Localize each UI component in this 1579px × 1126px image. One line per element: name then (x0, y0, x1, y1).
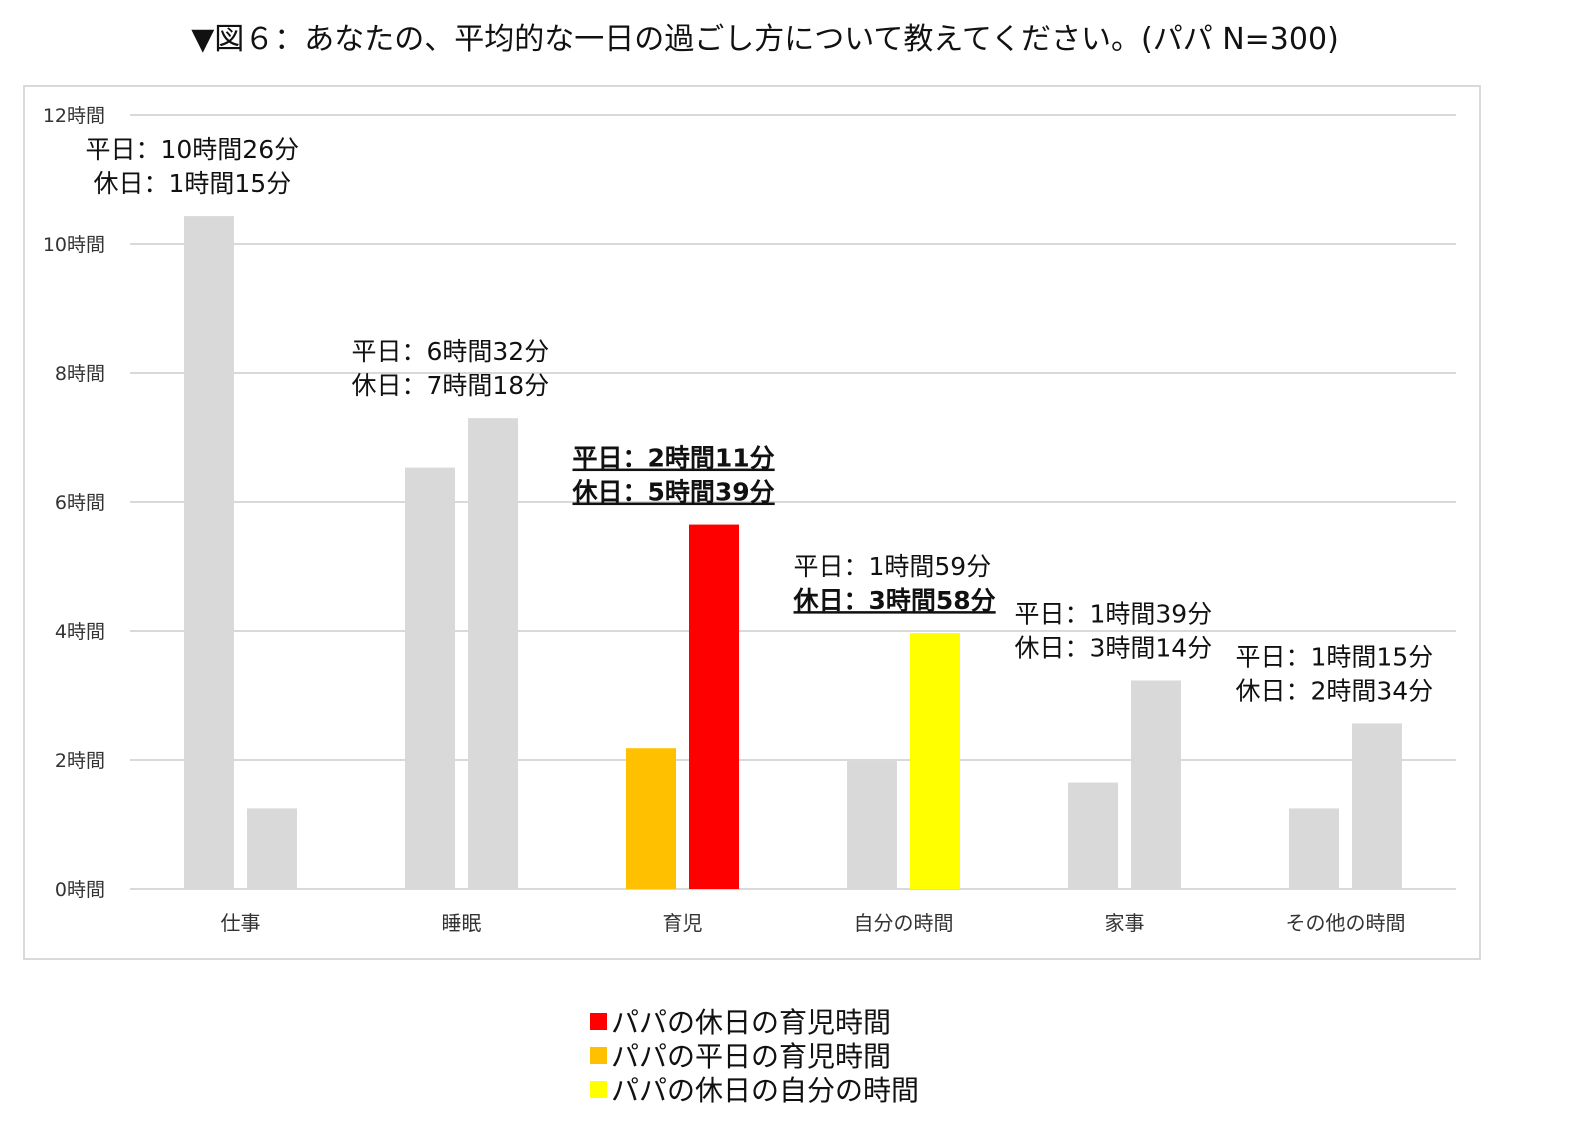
legend: パパの休日の育児時間 パパの平日の育児時間 パパの休日の自分の時間 (590, 1004, 920, 1107)
bar-weekday (184, 216, 234, 889)
bar-weekday (1289, 808, 1339, 889)
bar-weekday (405, 467, 455, 889)
y-tick-label: 4時間 (55, 621, 105, 643)
category-label: 育児 (663, 911, 703, 935)
legend-label: パパの休日の育児時間 (611, 1006, 892, 1039)
x-axis-categories: 仕事 睡眠 育児 自分の時間 家事 その他の時間 (221, 911, 1406, 935)
grid-lines (130, 114, 1456, 890)
annotation-weekday: 平日：1時間39分 (1015, 599, 1213, 628)
y-tick-label: 2時間 (55, 750, 105, 772)
legend-item: パパの休日の自分の時間 (590, 1072, 920, 1107)
y-tick-label: 12時間 (43, 105, 105, 127)
y-tick-label: 10時間 (43, 234, 105, 256)
legend-swatch (590, 1046, 607, 1064)
bar-weekday (1068, 782, 1118, 889)
bar-holiday (247, 808, 297, 889)
y-axis-ticks: 0時間 2時間 4時間 6時間 8時間 10時間 12時間 (43, 105, 105, 901)
annotation-holiday: 休日：3時間14分 (1015, 633, 1213, 662)
annotation-holiday: 休日：7時間18分 (352, 371, 550, 400)
y-tick-label: 0時間 (55, 879, 105, 901)
bar-holiday (910, 633, 960, 889)
y-tick-label: 8時間 (55, 363, 105, 385)
legend-swatch (590, 1012, 607, 1030)
bar-holiday (689, 524, 739, 889)
bar-holiday (1131, 680, 1181, 889)
annotation-holiday: 休日：3時間58分 (793, 586, 996, 615)
category-label: 自分の時間 (854, 911, 954, 935)
bars (184, 216, 1402, 889)
annotation-weekday: 平日：2時間11分 (573, 444, 775, 473)
bar-weekday (626, 748, 676, 889)
bar-holiday (1352, 723, 1402, 889)
category-label: その他の時間 (1286, 911, 1406, 935)
annotation-weekday: 平日：6時間32分 (352, 337, 550, 366)
category-label: 家事 (1105, 911, 1145, 935)
category-label: 睡眠 (442, 911, 482, 935)
annotation-holiday: 休日：2時間34分 (1236, 676, 1434, 705)
legend-swatch (590, 1080, 607, 1098)
annotation-weekday: 平日：1時間59分 (794, 552, 992, 581)
bar-holiday (468, 418, 518, 889)
legend-label: パパの休日の自分の時間 (611, 1074, 920, 1107)
bar-weekday (847, 761, 897, 889)
annotation-holiday: 休日：5時間39分 (572, 478, 775, 507)
value-annotations: 平日：10時間26分休日：1時間15分平日：6時間32分休日：7時間18分平日：… (86, 135, 1434, 705)
bar-chart: 0時間 2時間 4時間 6時間 8時間 10時間 12時間 仕事 睡眠 育児 自分の時間 家事 その他… (43, 105, 1456, 935)
y-tick-label: 6時間 (55, 492, 105, 514)
annotation-weekday: 平日：10時間26分 (86, 135, 300, 164)
legend-label: パパの平日の育児時間 (611, 1040, 892, 1073)
annotation-weekday: 平日：1時間15分 (1236, 642, 1434, 671)
chart-title: ▼図６：あなたの、平均的な一日の過ごし方について教えてください。(パパ N=30… (191, 22, 1339, 57)
legend-item: パパの休日の育児時間 (590, 1004, 919, 1039)
category-label: 仕事 (221, 911, 261, 935)
annotation-holiday: 休日：1時間15分 (94, 169, 292, 198)
legend-item: パパの平日の育児時間 (590, 1038, 919, 1073)
